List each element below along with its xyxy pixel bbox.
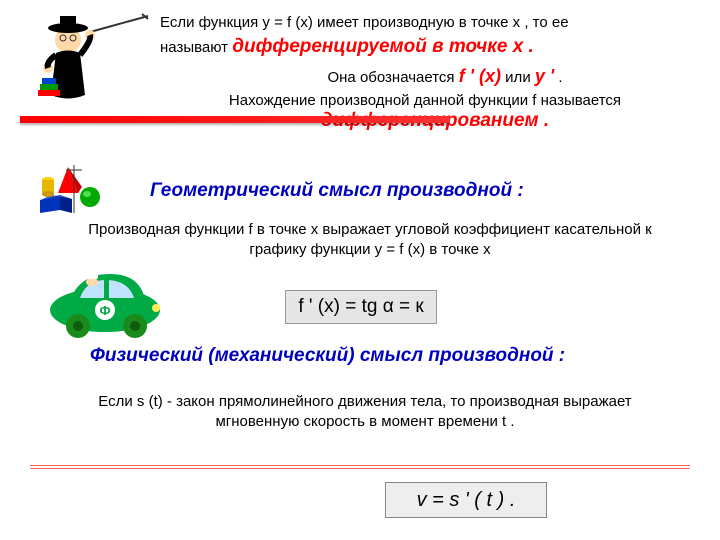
intro-line-2a: называют: [160, 39, 232, 56]
heading-physical: Физический (механический) смысл производ…: [90, 345, 565, 367]
intro-line-3a: Она обозначается: [327, 69, 458, 86]
notation-yprime: y ': [535, 66, 554, 86]
term-differentiable: дифференцируемой в точке х .: [232, 36, 534, 57]
professor-clipart: [20, 10, 150, 110]
paragraph-physical: Если s (t) - закон прямолинейного движен…: [65, 392, 665, 431]
paragraph-geometric: Производная функции f в точке x выражает…: [60, 220, 680, 259]
intro-line-2: называют дифференцируемой в точке х .: [160, 36, 690, 58]
formula-velocity: v = s ' ( t ) .: [385, 482, 547, 518]
geometry-shapes-clipart: [30, 155, 110, 215]
heading-geometric: Геометрический смысл производной :: [150, 180, 524, 202]
intro-line-3e: .: [554, 69, 562, 86]
intro-line-3: Она обозначается f ' (x) или y ' .: [200, 66, 690, 87]
svg-text:Ф: Ф: [99, 303, 110, 318]
intro-line-4: Нахождение производной данной функции f …: [160, 92, 690, 109]
intro-line-1: Если функция y = f (x) имеет производную…: [160, 14, 690, 31]
notation-fprime: f ' (x): [459, 66, 501, 86]
divider-line: [30, 465, 690, 469]
formula-tangent: f ' (x) = tg α = к: [285, 290, 437, 324]
car-clipart: Ф: [40, 260, 170, 340]
red-underline-bar: [20, 116, 450, 123]
intro-line-3c: или: [501, 69, 535, 86]
